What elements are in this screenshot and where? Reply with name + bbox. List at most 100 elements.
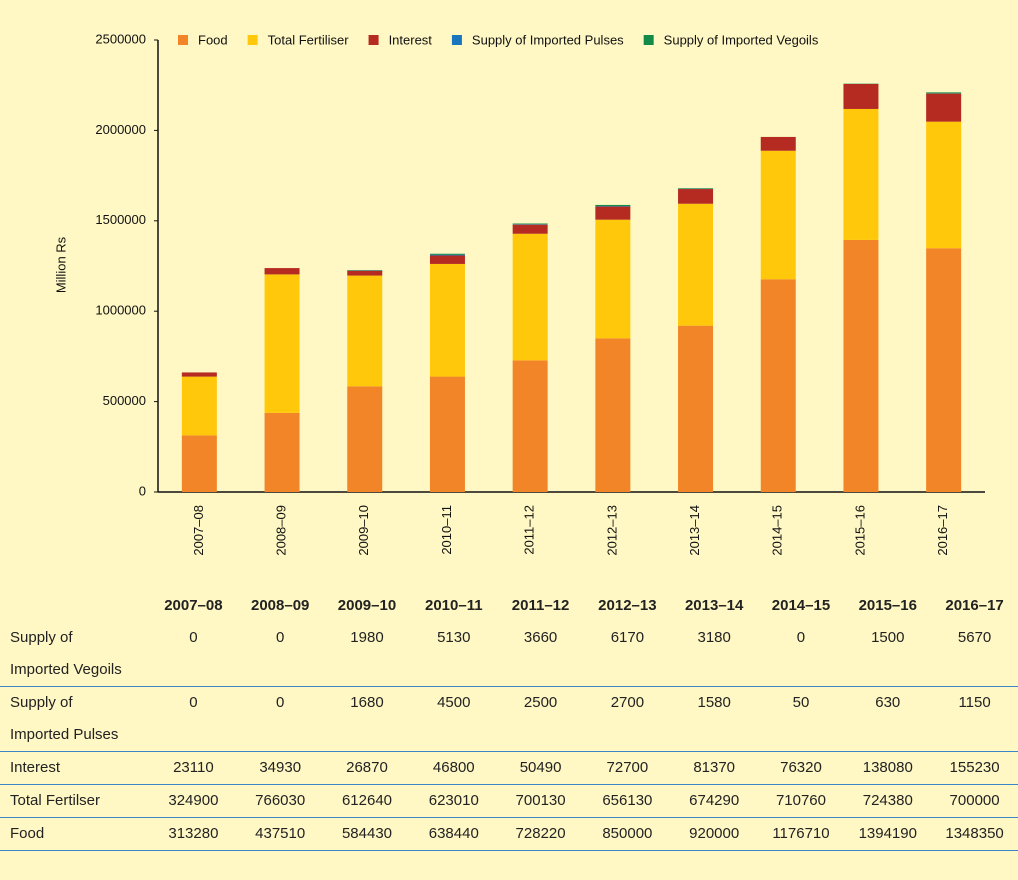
bar-segment bbox=[512, 233, 548, 361]
table-cell: 656130 bbox=[583, 784, 671, 818]
table-cell: 313280 bbox=[150, 817, 237, 851]
bar-segment bbox=[181, 372, 217, 377]
x-tick-label: 2016–17 bbox=[935, 505, 950, 556]
bar-segment bbox=[595, 219, 631, 339]
bar-segment bbox=[678, 325, 714, 492]
x-tick-label: 2015–16 bbox=[852, 505, 867, 556]
legend-swatch bbox=[178, 35, 188, 45]
legend-swatch bbox=[368, 35, 379, 45]
row-label-cell: Supply of Imported Pulses bbox=[0, 686, 150, 752]
table-cell: 0 bbox=[150, 622, 237, 687]
bar-segment bbox=[595, 206, 631, 220]
table-cell: 1176710 bbox=[757, 817, 845, 851]
bar-segment bbox=[595, 204, 631, 207]
y-tick-label: 2000000 bbox=[95, 122, 146, 137]
table-cell: 138080 bbox=[844, 751, 932, 785]
x-tick-label: 2012–13 bbox=[604, 505, 619, 556]
table-cell: 72700 bbox=[583, 751, 671, 785]
table-cell: 50490 bbox=[497, 751, 584, 785]
table-cell: 3660 bbox=[497, 622, 584, 687]
bar-segment bbox=[843, 83, 879, 109]
bar-segment bbox=[347, 386, 383, 492]
table-cell: 0 bbox=[150, 686, 237, 752]
column-header: 2016–17 bbox=[945, 597, 1004, 614]
column-header: 2008–09 bbox=[250, 597, 310, 614]
table-cell: 630 bbox=[844, 686, 932, 752]
table-cell: 920000 bbox=[670, 817, 758, 851]
table-cell: 23110 bbox=[150, 751, 237, 785]
bar-segment bbox=[843, 108, 879, 240]
table-cell: 5670 bbox=[931, 622, 1018, 687]
bar-segment bbox=[347, 270, 383, 276]
bar-segment bbox=[678, 188, 714, 189]
bar-segment bbox=[181, 376, 217, 436]
bar-segment bbox=[678, 189, 714, 204]
table-row: Supply of Imported Vegoils 0 0 1980 5130 3660… bbox=[0, 622, 1018, 687]
bar-segment bbox=[264, 274, 300, 413]
x-tick-label: 2011–12 bbox=[522, 505, 537, 555]
legend-label: Total Fertiliser bbox=[268, 32, 350, 47]
bar-segment bbox=[760, 136, 796, 151]
table-cell: 1500 bbox=[844, 622, 932, 687]
bar-segment bbox=[181, 435, 217, 492]
x-tick-label: 2009–10 bbox=[356, 505, 371, 556]
row-label-cell: Food bbox=[0, 817, 150, 851]
row-label-cell: Total Fertilser bbox=[0, 784, 150, 818]
table-cell: 850000 bbox=[583, 817, 671, 851]
bar-segment bbox=[678, 203, 714, 326]
y-tick-label: 500000 bbox=[103, 393, 146, 408]
table-row: Interest 23110 34930 26870 46800 50490 72700 81… bbox=[0, 751, 1018, 785]
table-cell: 50 bbox=[757, 686, 845, 752]
table-cell: 724380 bbox=[844, 784, 932, 818]
bar-segment bbox=[264, 412, 300, 492]
table-cell: 674290 bbox=[670, 784, 758, 818]
legend-label: Interest bbox=[389, 32, 433, 47]
column-header: 2014–15 bbox=[771, 597, 831, 614]
bar-segment bbox=[760, 150, 796, 280]
data-table: 2007–08 2008–09 2009–10 2010–11 2011–12 2012–… bbox=[0, 590, 1018, 851]
table-cell: 46800 bbox=[410, 751, 498, 785]
table-cell: 0 bbox=[236, 622, 324, 687]
row-label: Supply of Imported Vegoils bbox=[10, 629, 122, 678]
table-cell: 4500 bbox=[410, 686, 498, 752]
legend-swatch bbox=[451, 35, 462, 45]
table-cell: 700000 bbox=[931, 784, 1018, 818]
bar-segment bbox=[429, 263, 465, 377]
table-cell: 6170 bbox=[583, 622, 671, 687]
corner bbox=[0, 590, 150, 622]
x-tick-label: 2013–14 bbox=[687, 505, 702, 556]
table-cell: 623010 bbox=[410, 784, 498, 818]
table-cell: 3180 bbox=[670, 622, 758, 687]
bar-segment bbox=[843, 239, 879, 492]
bar-segment bbox=[347, 275, 383, 387]
bar-segment bbox=[264, 268, 300, 275]
bar-segment bbox=[429, 254, 465, 256]
table-cell: 1980 bbox=[323, 622, 411, 687]
table-cell: 2700 bbox=[583, 686, 671, 752]
table-cell: 324900 bbox=[150, 784, 237, 818]
table-cell: 0 bbox=[757, 622, 845, 687]
row-label: Food bbox=[10, 825, 45, 842]
column-header: 2010–11 bbox=[425, 597, 483, 614]
table-cell: 700130 bbox=[497, 784, 584, 818]
bar-segment bbox=[429, 376, 465, 492]
y-tick-label: 0 bbox=[139, 483, 146, 498]
bar-segment bbox=[512, 223, 548, 225]
x-tick-label: 2008–09 bbox=[273, 505, 288, 556]
table-cell: 26870 bbox=[323, 751, 411, 785]
column-header: 2015–16 bbox=[858, 597, 917, 614]
table-cell: 584430 bbox=[323, 817, 411, 851]
y-tick-label: 1000000 bbox=[95, 303, 146, 318]
table-cell: 1680 bbox=[323, 686, 411, 752]
legend-label: Food bbox=[198, 32, 228, 47]
x-tick-label: 2007–08 bbox=[191, 505, 206, 556]
bar-segment bbox=[926, 93, 962, 122]
column-header: 2009–10 bbox=[337, 597, 397, 614]
table-cell: 155230 bbox=[931, 751, 1018, 785]
bar-segment bbox=[429, 253, 465, 255]
table-cell: 1394190 bbox=[844, 817, 932, 851]
y-axis-label: Million Rs bbox=[53, 236, 68, 293]
row-label-cell: Interest bbox=[0, 751, 150, 785]
x-tick-label: 2010–11 bbox=[439, 505, 454, 555]
bar-segment bbox=[595, 338, 631, 492]
